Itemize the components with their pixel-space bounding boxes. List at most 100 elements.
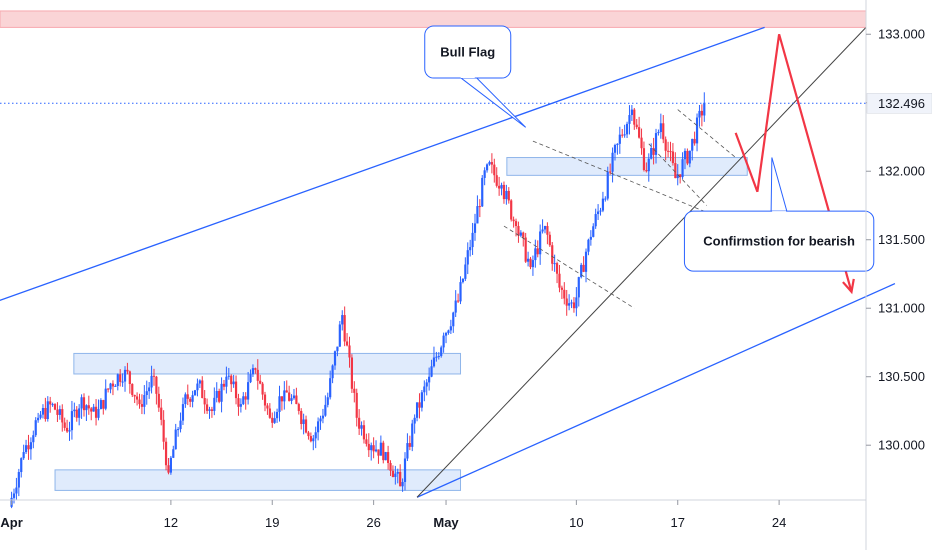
candle-body xyxy=(53,404,57,410)
candle-body xyxy=(370,445,373,451)
candle-body xyxy=(68,430,71,432)
candle-body xyxy=(568,303,571,306)
candle-body xyxy=(275,412,279,419)
candle-body xyxy=(642,148,646,171)
candle-body xyxy=(75,409,78,418)
candle-body xyxy=(150,375,153,388)
candle-body xyxy=(254,368,257,370)
candle-body xyxy=(669,151,672,153)
candle-body xyxy=(425,382,428,387)
annotations-layer: Bull Flag Confirmstion for bearish xyxy=(424,25,875,272)
candle-body xyxy=(507,190,510,201)
candle-body xyxy=(317,421,320,433)
candle-body xyxy=(466,250,469,265)
candle-body xyxy=(379,442,382,456)
candle-body xyxy=(189,398,192,402)
time-tick-label: Apr xyxy=(0,515,22,530)
candle-body xyxy=(61,409,64,423)
candle-body xyxy=(278,396,281,413)
candle-body xyxy=(39,414,42,418)
candle-body xyxy=(488,162,491,165)
candle-body xyxy=(111,383,115,387)
candle-body xyxy=(121,381,124,383)
candle-body xyxy=(563,289,566,299)
candle-body xyxy=(22,452,25,459)
candle-body xyxy=(389,463,392,471)
candle-body xyxy=(321,415,325,419)
candle-body xyxy=(650,147,653,159)
candle-body xyxy=(247,382,250,400)
candle-body xyxy=(355,392,358,418)
candle-body xyxy=(94,406,98,418)
time-tick-label: 10 xyxy=(569,515,583,530)
candle-body xyxy=(403,458,407,482)
candle-body xyxy=(140,404,144,407)
candle-body xyxy=(51,404,54,406)
candle-body xyxy=(688,150,691,164)
candle-body xyxy=(56,409,59,415)
candle-body xyxy=(309,436,312,442)
candle-body xyxy=(222,383,226,387)
flag-lower-line xyxy=(648,143,707,206)
candle-body xyxy=(295,395,298,405)
candle-body xyxy=(539,231,542,255)
candle-body xyxy=(635,124,638,128)
candle-body xyxy=(459,282,462,302)
candle-body xyxy=(640,137,643,149)
candle-body xyxy=(283,390,286,402)
candle-body xyxy=(41,408,45,415)
candle-body xyxy=(435,356,438,358)
candle-body xyxy=(623,134,626,136)
candle-body xyxy=(114,385,117,387)
candle-body xyxy=(558,273,561,288)
candle-body xyxy=(191,395,194,402)
candle-body xyxy=(82,397,86,411)
time-tick-label: 12 xyxy=(164,515,178,530)
candle-body xyxy=(572,302,576,309)
candle-body xyxy=(227,375,230,377)
candle-body xyxy=(261,383,264,395)
candle-body xyxy=(358,417,361,429)
candle-body xyxy=(418,402,421,408)
candle-body xyxy=(208,409,211,411)
candle-body xyxy=(401,481,404,487)
candle-body xyxy=(263,394,267,406)
candle-body xyxy=(65,427,69,432)
candle-body xyxy=(679,174,682,178)
candle-body xyxy=(394,473,397,477)
candle-body xyxy=(659,123,662,133)
candle-body xyxy=(160,407,163,420)
candle-body xyxy=(237,398,240,407)
candle-body xyxy=(382,442,385,461)
candle-body xyxy=(575,297,578,309)
candle-body xyxy=(123,369,127,382)
candle-body xyxy=(457,300,460,302)
candle-body xyxy=(654,133,658,155)
candle-body xyxy=(628,115,631,124)
candle-body xyxy=(324,404,327,416)
candle-body xyxy=(517,226,520,236)
candle-body xyxy=(143,394,146,407)
bull-flag-callout: Bull Flag xyxy=(424,25,527,128)
candle-body xyxy=(107,388,110,390)
price-tick-label: 133.000 xyxy=(878,27,925,42)
candle-body xyxy=(203,398,206,405)
candle-body xyxy=(464,264,467,279)
candle-body xyxy=(145,391,148,395)
candle-body xyxy=(360,425,363,429)
candle-body xyxy=(181,404,185,421)
candle-body xyxy=(551,245,554,264)
candle-body xyxy=(546,226,549,235)
candle-body xyxy=(329,378,332,398)
price-tick-label: 131.500 xyxy=(878,232,925,247)
price-axis: 133.000132.500132.000131.500131.000130.5… xyxy=(865,0,932,550)
candle-body xyxy=(172,449,175,458)
candle-body xyxy=(372,445,375,452)
candle-body xyxy=(560,287,563,290)
candle-body xyxy=(423,386,426,393)
bearish-projection-path xyxy=(734,33,853,293)
candle-body xyxy=(242,396,245,405)
support-resistance-zone xyxy=(506,157,748,176)
candle-body xyxy=(44,408,47,420)
